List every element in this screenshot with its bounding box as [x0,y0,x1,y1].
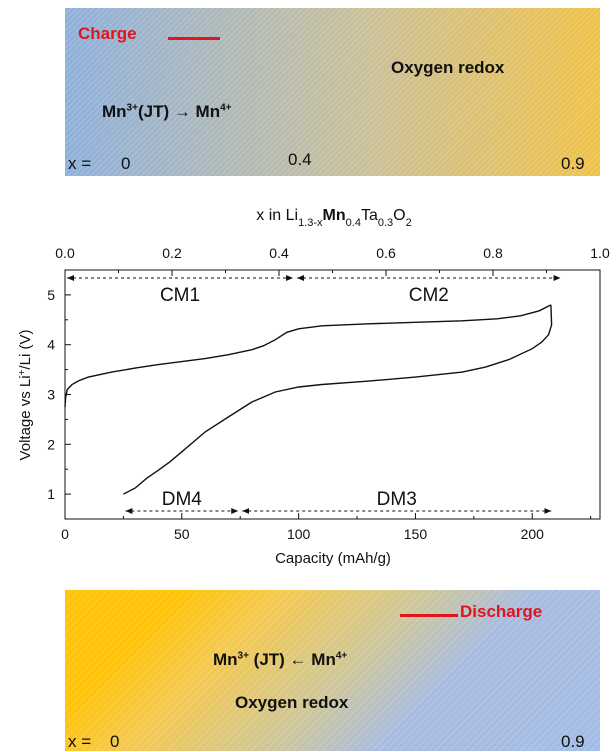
x-tick-label-150: 150 [404,526,428,542]
region-label-CM2: CM2 [409,285,449,306]
x-tick-label-100: 100 [287,526,311,542]
charge-x-0: 0 [121,154,131,173]
discharge-x-09: 0.9 [561,732,585,751]
charge-mn-process: Mn3+(JT) → Mn4+ [102,102,232,121]
charge-x-prefix: x = [68,154,92,173]
top-tick-label-0.8: 0.8 [483,245,503,261]
y-tick-label-3: 3 [47,387,55,403]
y-tick-label-5: 5 [47,287,55,303]
region-label-DM3: DM3 [377,489,417,510]
charge-banner [65,8,600,176]
discharge-x-prefix: x = [68,732,92,751]
discharge-oxygen-redox: Oxygen redox [235,693,349,712]
region-label-CM1: CM1 [160,285,200,306]
x-axis-label: Capacity (mAh/g) [275,550,391,567]
discharge-banner [65,590,600,751]
charge-x-04: 0.4 [288,150,312,169]
y-tick-label-1: 1 [47,486,55,502]
discharge-curve [123,304,553,495]
x-tick-label-200: 200 [521,526,545,542]
top-tick-label-0.4: 0.4 [269,245,289,261]
plot-frame [64,269,601,520]
discharge-x-0: 0 [110,732,120,751]
discharge-label: Discharge [460,602,543,621]
charge-label: Charge [78,24,137,43]
discharge-mn-process: Mn3+ (JT) ← Mn4+ [213,650,348,669]
top-axis-title: x in Li1.3-xMn0.4Ta0.3O2 [256,207,411,229]
y-axis-label: Voltage vs Li+/Li (V) [17,330,35,461]
top-tick-label-0.0: 0.0 [55,245,75,261]
top-tick-label-0.6: 0.6 [376,245,396,261]
x-tick-label-0: 0 [61,526,69,542]
top-tick-label-1.0: 1.0 [590,245,610,261]
charge-oxygen-redox: Oxygen redox [391,58,505,77]
top-tick-label-0.2: 0.2 [162,245,182,261]
y-tick-label-2: 2 [47,436,55,452]
y-tick-label-4: 4 [47,337,55,353]
x-tick-label-50: 50 [174,526,190,542]
charge-x-09: 0.9 [561,154,585,173]
charge-curve [64,304,552,407]
voltage-capacity-chart: x in Li1.3-xMn0.4Ta0.3O2 0 50 100 150 200 1 2 3… [17,207,610,567]
discharge-line-marker [400,614,458,617]
charge-line-marker [168,37,220,40]
region-label-DM4: DM4 [162,489,203,510]
